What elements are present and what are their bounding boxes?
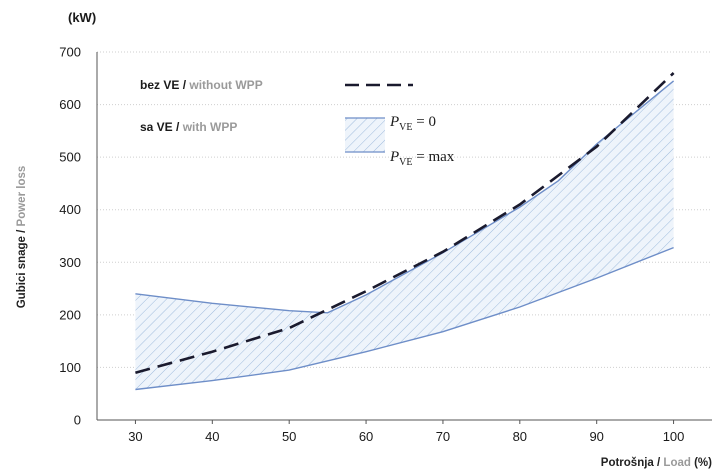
legend-without-wpp-label: bez VE / without WPP [140,78,263,92]
y-tick-600: 600 [59,97,81,112]
x-tick-40: 40 [205,429,219,444]
y-tick-500: 500 [59,150,81,165]
x-tick-30: 30 [128,429,142,444]
x-tick-90: 90 [589,429,603,444]
y-tick-700: 700 [59,45,81,60]
series [135,72,675,391]
y-tick-400: 400 [59,202,81,217]
axes [96,52,712,421]
legend-pve-zero-label: PVE = 0 [389,114,436,133]
x-tick-100: 100 [663,429,685,444]
y-axis-title: Gubici snage / Power loss [16,166,28,309]
with-wpp-band [135,80,674,390]
x-tick-60: 60 [359,429,373,444]
legend-with-wpp-label: sa VE / with WPP [140,120,237,134]
series-line-pve-max [135,246,674,391]
y-tick-100: 100 [59,360,81,375]
with-wpp-hatched-area [135,80,674,390]
y-tick-200: 200 [59,307,81,322]
y-tick-0: 0 [74,413,81,428]
x-tick-50: 50 [282,429,296,444]
x-tick-70: 70 [436,429,450,444]
x-tick-labels: 30 40 50 60 70 80 90 100 [128,420,684,444]
y-tick-300: 300 [59,255,81,270]
x-axis-title: Potrošnja / Load (%) [601,457,712,469]
y-tick-labels: 0 100 200 300 400 500 600 700 [59,45,81,428]
legend-hatch-swatch [345,118,385,152]
series-line-without-wpp [135,72,675,374]
y-unit-label: (kW) [68,10,96,25]
legend-pve-max-label: PVE = max [389,149,455,168]
x-tick-80: 80 [513,429,527,444]
legend: bez VE / without WPP sa VE / with WPP PV… [140,78,455,168]
